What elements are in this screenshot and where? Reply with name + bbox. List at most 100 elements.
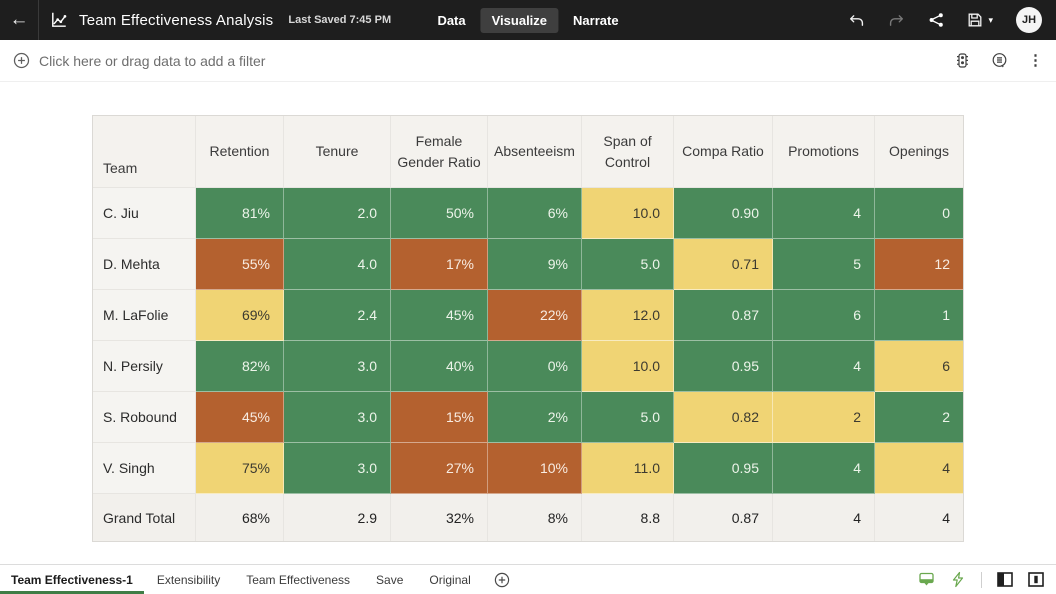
data-cell[interactable]: 2.4: [284, 290, 391, 341]
column-header[interactable]: Absenteeism: [488, 116, 582, 188]
data-cell[interactable]: 2: [875, 392, 963, 443]
data-cell[interactable]: 0%: [488, 341, 582, 392]
data-cell[interactable]: 0: [875, 188, 963, 239]
data-cell[interactable]: 81%: [196, 188, 284, 239]
data-cell[interactable]: 0.95: [674, 341, 773, 392]
back-button[interactable]: ←: [0, 0, 38, 40]
data-cell[interactable]: 11.0: [582, 443, 674, 494]
data-cell[interactable]: 4: [875, 494, 963, 541]
data-cell[interactable]: 2: [773, 392, 875, 443]
data-cell[interactable]: 69%: [196, 290, 284, 341]
data-cell[interactable]: 5: [773, 239, 875, 290]
data-cell[interactable]: 45%: [391, 290, 488, 341]
team-label[interactable]: S. Robound: [93, 392, 196, 443]
data-cell[interactable]: 6%: [488, 188, 582, 239]
canvas-tab-save[interactable]: Save: [376, 572, 404, 587]
present-mode-icon[interactable]: [918, 571, 935, 588]
team-label[interactable]: N. Persily: [93, 341, 196, 392]
data-cell[interactable]: 10%: [488, 443, 582, 494]
data-cell[interactable]: 82%: [196, 341, 284, 392]
data-cell[interactable]: 40%: [391, 341, 488, 392]
team-label[interactable]: M. LaFolie: [93, 290, 196, 341]
toggle-grammar-panel-icon[interactable]: [1028, 572, 1044, 587]
column-header[interactable]: Female Gender Ratio: [391, 116, 488, 188]
add-filter-icon[interactable]: [13, 52, 30, 69]
data-cell[interactable]: 6: [773, 290, 875, 341]
data-cell[interactable]: 5.0: [582, 392, 674, 443]
save-icon[interactable]: [967, 12, 983, 28]
data-cell[interactable]: 4: [773, 443, 875, 494]
data-cell[interactable]: 4: [773, 341, 875, 392]
topbar-tab-visualize[interactable]: Visualize: [480, 7, 559, 33]
column-header[interactable]: Compa Ratio: [674, 116, 773, 188]
share-icon[interactable]: [928, 12, 944, 28]
data-cell[interactable]: 10.0: [582, 188, 674, 239]
data-cell[interactable]: 3.0: [284, 392, 391, 443]
add-canvas-button[interactable]: [484, 565, 520, 594]
column-header[interactable]: Team: [93, 116, 196, 188]
data-cell[interactable]: 32%: [391, 494, 488, 541]
redo-icon[interactable]: [888, 13, 905, 28]
data-cell[interactable]: 8.8: [582, 494, 674, 541]
column-header[interactable]: Retention: [196, 116, 284, 188]
topbar-tab-data[interactable]: Data: [437, 12, 466, 28]
canvas-tab-team-effectiveness[interactable]: Team Effectiveness: [246, 572, 351, 587]
undo-icon[interactable]: [848, 13, 865, 28]
data-cell[interactable]: 4.0: [284, 239, 391, 290]
data-cell[interactable]: 12: [875, 239, 963, 290]
data-cell[interactable]: 1: [875, 290, 963, 341]
canvas-tab-bar: Team Effectiveness-1 Extensibility Team Ef…: [0, 564, 1056, 594]
data-cell[interactable]: 4: [773, 494, 875, 541]
canvas-tab-team-effectiveness-1[interactable]: Team Effectiveness-1: [0, 565, 144, 594]
data-cell[interactable]: 22%: [488, 290, 582, 341]
data-cell[interactable]: 0.82: [674, 392, 773, 443]
column-header[interactable]: Span of Control: [582, 116, 674, 188]
data-cell[interactable]: 50%: [391, 188, 488, 239]
save-split-button[interactable]: ▾: [967, 12, 993, 28]
column-header[interactable]: Promotions: [773, 116, 875, 188]
data-cell[interactable]: 2.0: [284, 188, 391, 239]
data-cell[interactable]: 3.0: [284, 341, 391, 392]
canvas-tab-original[interactable]: Original: [429, 572, 471, 587]
data-cell[interactable]: 5.0: [582, 239, 674, 290]
data-cell[interactable]: 75%: [196, 443, 284, 494]
data-cell[interactable]: 6: [875, 341, 963, 392]
data-cell[interactable]: 0.87: [674, 494, 773, 541]
top-app-bar: ← Team Effectiveness Analysis Last Saved…: [0, 0, 1056, 40]
user-avatar[interactable]: JH: [1016, 7, 1042, 33]
data-cell[interactable]: 12.0: [582, 290, 674, 341]
toggle-left-panel-icon[interactable]: [997, 572, 1013, 587]
data-cell[interactable]: 0.95: [674, 443, 773, 494]
team-label[interactable]: C. Jiu: [93, 188, 196, 239]
topbar-tab-narrate[interactable]: Narrate: [573, 12, 619, 28]
data-cell[interactable]: 9%: [488, 239, 582, 290]
data-cell[interactable]: 68%: [196, 494, 284, 541]
data-cell[interactable]: 55%: [196, 239, 284, 290]
filter-prompt[interactable]: Click here or drag data to add a filter: [39, 52, 266, 69]
save-caret-icon[interactable]: ▾: [988, 14, 993, 25]
column-header[interactable]: Openings: [875, 116, 963, 188]
column-header[interactable]: Tenure: [284, 116, 391, 188]
data-cell[interactable]: 15%: [391, 392, 488, 443]
data-cell[interactable]: 3.0: [284, 443, 391, 494]
data-cell[interactable]: 27%: [391, 443, 488, 494]
team-label[interactable]: D. Mehta: [93, 239, 196, 290]
canvas-tab-extensibility[interactable]: Extensibility: [156, 572, 221, 587]
data-cell[interactable]: 45%: [196, 392, 284, 443]
annotation-icon[interactable]: [991, 52, 1008, 69]
data-cell[interactable]: 4: [875, 443, 963, 494]
data-cell[interactable]: 0.87: [674, 290, 773, 341]
data-cell[interactable]: 2.9: [284, 494, 391, 541]
team-label[interactable]: Grand Total: [93, 494, 196, 541]
team-label[interactable]: V. Singh: [93, 443, 196, 494]
data-cell[interactable]: 8%: [488, 494, 582, 541]
data-cell[interactable]: 17%: [391, 239, 488, 290]
data-cell[interactable]: 0.71: [674, 239, 773, 290]
limit-values-icon[interactable]: [954, 52, 971, 69]
data-cell[interactable]: 0.90: [674, 188, 773, 239]
data-cell[interactable]: 4: [773, 188, 875, 239]
kebab-menu-icon[interactable]: ⋮: [1028, 52, 1043, 69]
data-cell[interactable]: 10.0: [582, 341, 674, 392]
auto-insights-icon[interactable]: [950, 571, 966, 588]
data-cell[interactable]: 2%: [488, 392, 582, 443]
